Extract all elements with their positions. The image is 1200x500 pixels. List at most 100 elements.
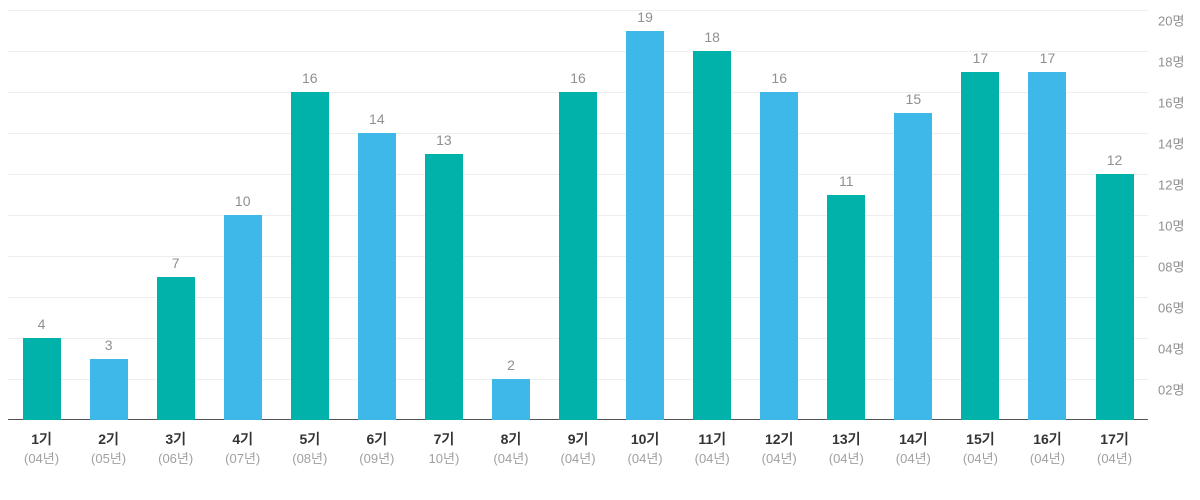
bar-value-label: 17 <box>1040 50 1056 66</box>
x-tick-sub: (04년) <box>813 450 880 468</box>
x-tick-sub: (04년) <box>477 450 544 468</box>
bar: 12 <box>1096 174 1134 420</box>
bar: 2 <box>492 379 530 420</box>
bar-value-label: 3 <box>105 337 113 353</box>
x-tick-label: 5기(08년) <box>276 430 343 468</box>
bar-slot: 14 <box>343 10 410 420</box>
x-tick-label: 2기(05년) <box>75 430 142 468</box>
x-tick-main: 13기 <box>813 430 880 450</box>
x-tick-sub: (04년) <box>1014 450 1081 468</box>
x-tick-label: 4기(07년) <box>209 430 276 468</box>
x-tick-sub: 10년) <box>410 450 477 468</box>
bar-slot: 17 <box>1014 10 1081 420</box>
bar-slot: 10 <box>209 10 276 420</box>
bar-slot: 4 <box>8 10 75 420</box>
bar-value-label: 19 <box>637 9 653 25</box>
x-tick-label: 15기(04년) <box>947 430 1014 468</box>
bar-value-label: 10 <box>235 193 251 209</box>
x-tick-main: 7기 <box>410 430 477 450</box>
x-tick-label: 7기10년) <box>410 430 477 468</box>
bar-value-label: 15 <box>906 91 922 107</box>
y-tick-label: 04명 <box>1158 339 1184 358</box>
x-tick-main: 3기 <box>142 430 209 450</box>
bar-value-label: 16 <box>771 70 787 86</box>
bar-value-label: 12 <box>1107 152 1123 168</box>
bar-slot: 16 <box>545 10 612 420</box>
bar: 4 <box>23 338 61 420</box>
bar-slot: 12 <box>1081 10 1148 420</box>
x-tick-sub: (06년) <box>142 450 209 468</box>
bar-value-label: 16 <box>302 70 318 86</box>
x-tick-label: 9기(04년) <box>545 430 612 468</box>
bar-slot: 19 <box>612 10 679 420</box>
y-tick-label: 12명 <box>1158 175 1184 194</box>
x-tick-sub: (04년) <box>612 450 679 468</box>
x-tick-label: 16기(04년) <box>1014 430 1081 468</box>
x-tick-sub: (09년) <box>343 450 410 468</box>
bar-slot: 11 <box>813 10 880 420</box>
bar-value-label: 14 <box>369 111 385 127</box>
x-tick-main: 11기 <box>679 430 746 450</box>
x-tick-label: 13기(04년) <box>813 430 880 468</box>
bar: 16 <box>559 92 597 420</box>
x-tick-main: 1기 <box>8 430 75 450</box>
y-tick-label: 14명 <box>1158 134 1184 153</box>
bar: 7 <box>157 277 195 421</box>
x-tick-sub: (05년) <box>75 450 142 468</box>
x-axis-labels: 1기(04년)2기(05년)3기(06년)4기(07년)5기(08년)6기(09… <box>8 430 1148 468</box>
x-tick-main: 17기 <box>1081 430 1148 450</box>
bar-value-label: 2 <box>507 357 515 373</box>
bar: 18 <box>693 51 731 420</box>
x-tick-label: 11기(04년) <box>679 430 746 468</box>
bar: 11 <box>827 195 865 421</box>
bar: 3 <box>90 359 128 421</box>
x-tick-sub: (04년) <box>679 450 746 468</box>
x-tick-main: 16기 <box>1014 430 1081 450</box>
x-tick-main: 8기 <box>477 430 544 450</box>
bars-container: 437101614132161918161115171712 <box>8 10 1148 420</box>
bar-slot: 18 <box>679 10 746 420</box>
bar-value-label: 18 <box>704 29 720 45</box>
bar-value-label: 16 <box>570 70 586 86</box>
bar-slot: 2 <box>477 10 544 420</box>
x-tick-sub: (04년) <box>545 450 612 468</box>
bar-slot: 16 <box>746 10 813 420</box>
y-tick-label: 10명 <box>1158 216 1184 235</box>
x-tick-label: 14기(04년) <box>880 430 947 468</box>
x-tick-sub: (04년) <box>746 450 813 468</box>
bar-slot: 16 <box>276 10 343 420</box>
bar-slot: 3 <box>75 10 142 420</box>
bar: 15 <box>894 113 932 421</box>
bar: 13 <box>425 154 463 421</box>
x-tick-sub: (04년) <box>880 450 947 468</box>
x-tick-sub: (04년) <box>8 450 75 468</box>
x-tick-label: 3기(06년) <box>142 430 209 468</box>
y-tick-label: 20명 <box>1158 11 1184 30</box>
bar: 16 <box>291 92 329 420</box>
bar: 10 <box>224 215 262 420</box>
bar-value-label: 13 <box>436 132 452 148</box>
bar: 14 <box>358 133 396 420</box>
x-tick-label: 10기(04년) <box>612 430 679 468</box>
x-tick-main: 4기 <box>209 430 276 450</box>
bar: 17 <box>961 72 999 421</box>
x-tick-main: 10기 <box>612 430 679 450</box>
bar: 19 <box>626 31 664 421</box>
bar-value-label: 17 <box>973 50 989 66</box>
y-tick-label: 02명 <box>1158 380 1184 399</box>
x-tick-label: 8기(04년) <box>477 430 544 468</box>
x-tick-main: 14기 <box>880 430 947 450</box>
x-tick-sub: (04년) <box>1081 450 1148 468</box>
y-tick-label: 06명 <box>1158 298 1184 317</box>
x-tick-sub: (04년) <box>947 450 1014 468</box>
bar-slot: 15 <box>880 10 947 420</box>
x-tick-main: 5기 <box>276 430 343 450</box>
bar-chart: 437101614132161918161115171712 02명04명06명… <box>0 10 1150 490</box>
y-axis-labels: 02명04명06명08명10명12명14명16명18명20명 <box>1158 20 1198 430</box>
bar-value-label: 7 <box>172 255 180 271</box>
x-tick-main: 12기 <box>746 430 813 450</box>
x-tick-main: 9기 <box>545 430 612 450</box>
x-tick-label: 6기(09년) <box>343 430 410 468</box>
bar-slot: 13 <box>410 10 477 420</box>
x-tick-sub: (07년) <box>209 450 276 468</box>
